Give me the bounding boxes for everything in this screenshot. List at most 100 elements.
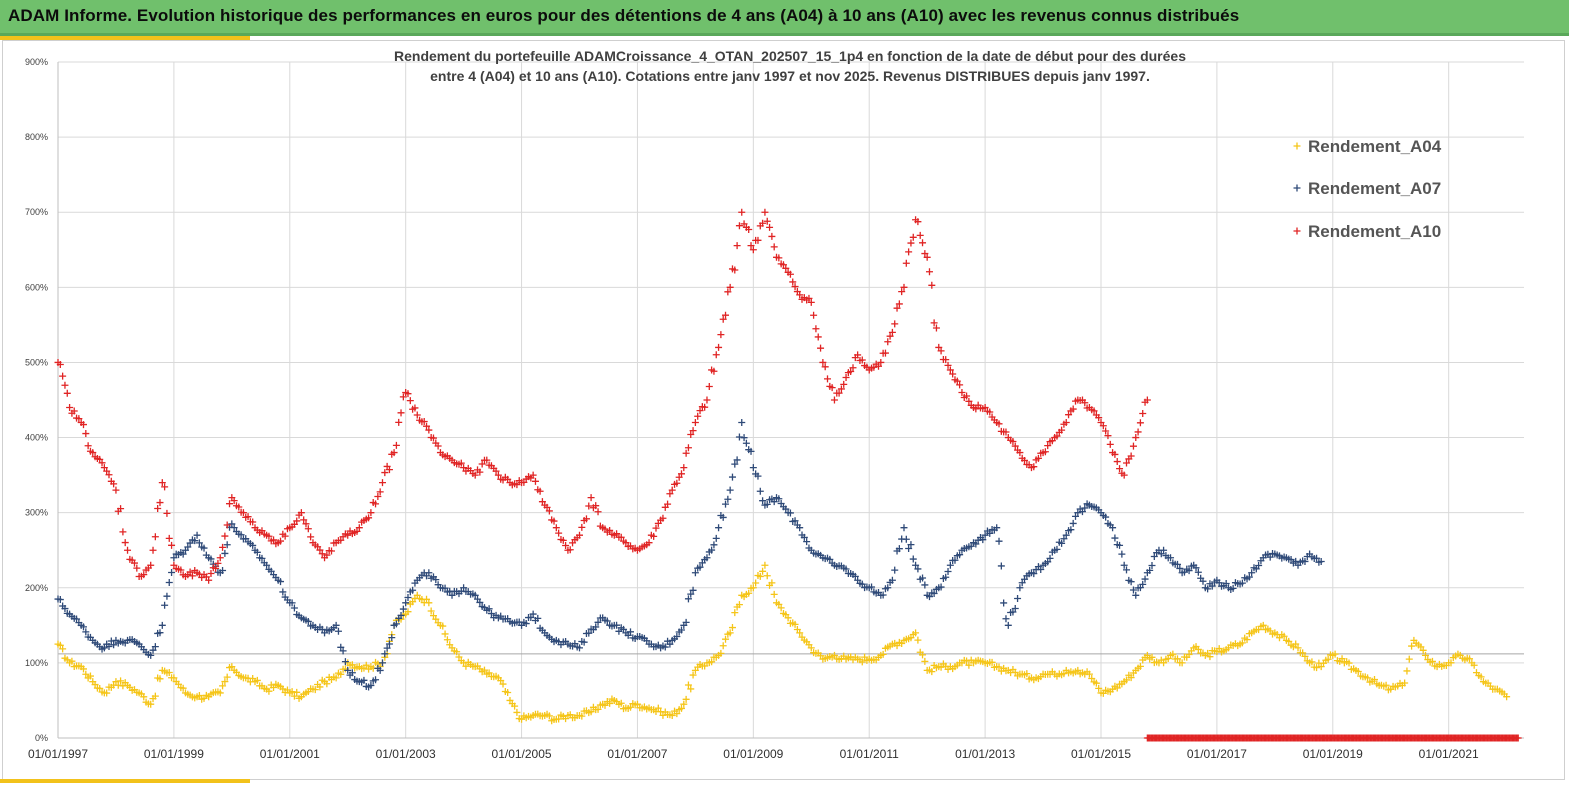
data-point (117, 505, 125, 513)
data-point (895, 300, 903, 308)
data-point (1116, 541, 1124, 549)
data-point (587, 708, 595, 716)
data-point (223, 521, 231, 529)
data-point (543, 503, 551, 511)
data-point (455, 653, 463, 661)
y-tick-label: 900% (25, 57, 48, 67)
data-point (858, 356, 866, 364)
data-point (1477, 673, 1485, 681)
data-point (372, 676, 380, 684)
data-point (1167, 554, 1175, 562)
data-point (680, 464, 688, 472)
data-point (1120, 561, 1128, 569)
data-point (1069, 519, 1077, 527)
data-point (909, 555, 917, 563)
data-point (1403, 667, 1411, 675)
data-point (719, 642, 727, 650)
chart-frame (2, 40, 1565, 780)
data-point (956, 381, 964, 389)
data-point (68, 657, 76, 665)
data-point (828, 384, 836, 392)
data-point (56, 641, 64, 649)
data-point (754, 236, 762, 244)
data-point (932, 324, 940, 332)
data-point (937, 583, 945, 591)
x-tick-label: 01/01/2005 (492, 747, 552, 761)
data-point (404, 390, 412, 398)
data-point (824, 375, 832, 383)
data-point (645, 539, 653, 547)
data-point (1132, 591, 1140, 599)
data-point (1041, 448, 1049, 456)
data-point (392, 620, 400, 628)
data-point (406, 397, 414, 405)
data-point (1102, 513, 1110, 521)
data-point (972, 405, 980, 413)
data-point (367, 509, 375, 517)
data-point (1514, 734, 1522, 742)
data-point (304, 617, 312, 625)
data-point (552, 524, 560, 532)
data-point (881, 349, 889, 357)
data-point (854, 351, 862, 359)
data-point (673, 479, 681, 487)
data-point (249, 541, 257, 549)
data-point (930, 590, 938, 598)
data-point (884, 338, 892, 346)
data-point (606, 526, 614, 534)
data-point (1176, 564, 1184, 572)
data-point (399, 605, 407, 613)
data-point (158, 621, 166, 629)
data-point (775, 495, 783, 503)
data-point (59, 645, 67, 653)
data-point (216, 689, 224, 697)
data-point (812, 325, 820, 333)
data-point (230, 497, 238, 505)
data-point (997, 562, 1005, 570)
data-point (411, 404, 419, 412)
data-point (84, 442, 92, 450)
data-point (956, 551, 964, 559)
data-point (105, 471, 113, 479)
data-point (916, 231, 924, 239)
data-point (722, 635, 730, 643)
data-point (668, 711, 676, 719)
data-point (494, 471, 502, 479)
data-point (900, 524, 908, 532)
data-point (1099, 422, 1107, 430)
data-point (919, 651, 927, 659)
data-point (96, 684, 104, 692)
data-point (1292, 640, 1300, 648)
data-point (786, 270, 794, 278)
data-point (1401, 679, 1409, 687)
data-point (1194, 645, 1202, 653)
data-point (103, 467, 111, 475)
data-point (796, 629, 804, 637)
data-point (195, 692, 203, 700)
data-point (749, 584, 757, 592)
series-rendement-a10 (54, 208, 1151, 584)
data-point (334, 627, 342, 635)
data-point (946, 561, 954, 569)
data-point (858, 658, 866, 666)
data-point (884, 584, 892, 592)
data-point (318, 550, 326, 558)
data-point (886, 332, 894, 340)
data-point (689, 586, 697, 594)
data-point (949, 370, 957, 378)
data-point (304, 525, 312, 533)
data-point (457, 459, 465, 467)
data-point (75, 415, 83, 423)
data-point (763, 572, 771, 580)
series-rendement-a04 (54, 561, 1511, 725)
data-point (1301, 652, 1309, 660)
data-point (677, 470, 685, 478)
data-point (434, 442, 442, 450)
data-point (1287, 556, 1295, 564)
series-rendement-a10-tail (1143, 734, 1522, 742)
data-point (1065, 411, 1073, 419)
data-point (158, 479, 166, 487)
data-point (1371, 676, 1378, 684)
data-point (687, 685, 695, 693)
